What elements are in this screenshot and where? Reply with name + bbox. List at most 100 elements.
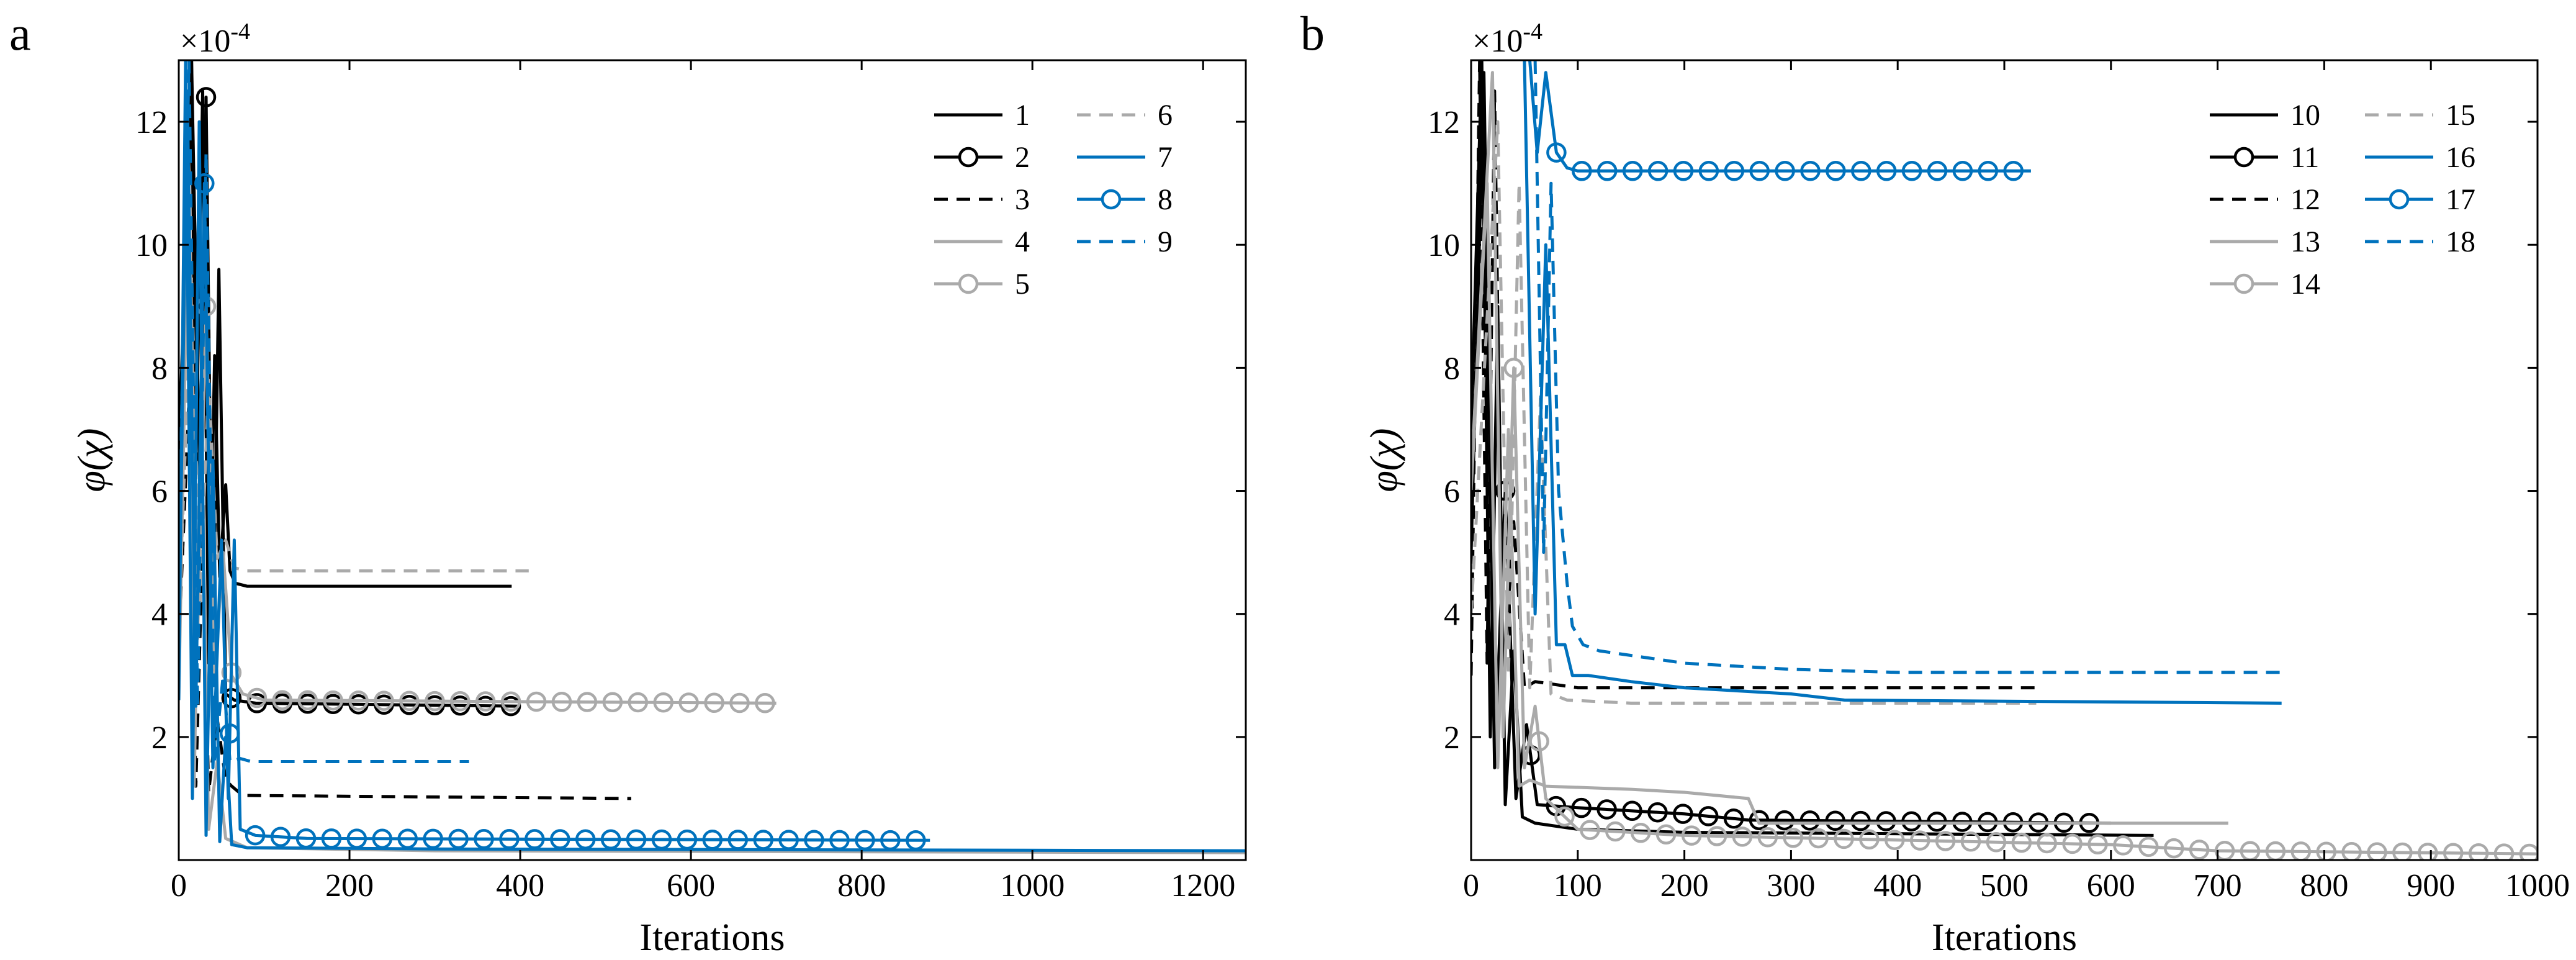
- x-tick-label: 800: [837, 868, 886, 903]
- series-14-marker: [2392, 842, 2413, 860]
- series-8-marker: [423, 828, 443, 849]
- plot-area: [1471, 60, 2538, 860]
- x-tick-label: 700: [2194, 868, 2242, 903]
- series-14-marker: [2265, 841, 2286, 860]
- series-5-marker: [323, 690, 343, 711]
- series-8-marker: [550, 829, 570, 849]
- series-11-marker: [1673, 804, 1693, 824]
- series-17-marker: [1622, 161, 1643, 181]
- series-11-marker: [1901, 811, 1922, 832]
- x-axis-label: Iterations: [639, 917, 785, 959]
- series-11-marker: [1596, 799, 1617, 820]
- axes-box: [178, 59, 1247, 861]
- series-11-marker: [1749, 810, 1770, 830]
- series-8-marker: [880, 830, 901, 851]
- chart-panel-b: 0 100 200 300 400 500 600 700 800 900 1000 2 4 6 8 10 12…: [1300, 6, 2570, 959]
- series-5-marker: [704, 692, 724, 713]
- series-8-marker: [575, 829, 596, 849]
- y-tick-label: 10: [1428, 228, 1460, 263]
- series-8-marker: [677, 829, 698, 850]
- series-14-marker: [2087, 834, 2108, 855]
- y-tick-label: 6: [1444, 474, 1460, 510]
- y-axis-label: φ(χ): [71, 428, 113, 492]
- series-14-marker: [1630, 823, 1651, 843]
- series-17-marker: [1800, 161, 1821, 181]
- series-8-marker: [321, 828, 342, 849]
- series-18-line: [1533, 60, 2282, 674]
- series-5-marker: [399, 691, 420, 712]
- legend-label-7: 7: [1158, 141, 1173, 174]
- series-2-marker: [246, 693, 268, 713]
- legend-label-2: 2: [1015, 141, 1030, 174]
- y-exponent-base: ×10: [180, 24, 230, 59]
- series-5-marker: [678, 692, 699, 713]
- series-14-marker: [1885, 830, 1905, 850]
- x-tick-label: 200: [325, 868, 374, 903]
- legend-marker-8: [1101, 189, 1122, 210]
- series-15-line: [1471, 120, 2037, 705]
- series-14-marker: [1681, 825, 1702, 846]
- x-tick-label: 200: [1660, 868, 1709, 903]
- series-5-marker: [425, 691, 445, 712]
- legend-label-18: 18: [2446, 225, 2475, 258]
- series-11-marker: [1825, 810, 1845, 831]
- series-14-marker: [2163, 838, 2184, 859]
- series-13-line: [1471, 181, 2228, 825]
- series-17-marker: [1572, 161, 1592, 181]
- series-14-marker: [1986, 831, 2007, 853]
- series-8-marker: [270, 826, 291, 848]
- series-17-marker: [1851, 161, 1871, 181]
- series-11-marker: [1774, 810, 1795, 831]
- series-14-marker: [1783, 827, 1803, 848]
- legend-label-1: 1: [1015, 99, 1030, 132]
- panel-label: a: [9, 6, 31, 60]
- series-8-marker: [372, 828, 393, 849]
- series-5-marker: [297, 690, 318, 711]
- series-17-line: [1528, 60, 2031, 173]
- series-14-marker: [1706, 826, 1727, 846]
- series-14-marker: [2519, 843, 2538, 860]
- series-17-marker: [1698, 161, 1719, 181]
- series-2-line: [179, 60, 521, 708]
- series-14-marker: [1960, 831, 1981, 852]
- x-tick-label: 400: [1873, 868, 1922, 903]
- series-11-marker: [1698, 806, 1719, 826]
- series-17-marker: [1775, 161, 1795, 181]
- plot-area: [179, 60, 1246, 854]
- legend-label-11: 11: [2290, 141, 2319, 174]
- series-17-marker: [1901, 161, 1922, 181]
- series-5-marker: [450, 691, 471, 712]
- series-14-marker: [2341, 841, 2362, 860]
- x-tick-label: 500: [1980, 868, 2029, 903]
- series-14-marker: [1859, 829, 1880, 850]
- series-8-marker: [778, 830, 799, 850]
- series-14-marker: [1580, 820, 1600, 840]
- series-5-marker: [755, 692, 775, 713]
- x-tick-label: 1000: [2505, 868, 2570, 903]
- x-tick-label: 600: [2087, 868, 2135, 903]
- y-tick-label: 8: [151, 351, 168, 386]
- series-8-marker: [906, 830, 926, 851]
- y-axis-label: φ(χ): [1363, 428, 1405, 492]
- series-11-marker: [1571, 797, 1592, 818]
- series-8-marker: [626, 829, 647, 850]
- series-17-marker: [1826, 161, 1846, 181]
- series-14-marker: [1605, 821, 1626, 842]
- series-5-marker: [246, 687, 268, 709]
- series-17-marker: [1596, 161, 1618, 181]
- series-14-marker: [2367, 842, 2387, 860]
- series-17-marker: [1952, 161, 1973, 181]
- series-8-marker: [753, 830, 773, 850]
- series-17-marker: [1749, 161, 1770, 181]
- legend-marker-5: [958, 273, 979, 294]
- series-11-marker: [1647, 802, 1668, 823]
- series-11-marker: [1850, 810, 1871, 831]
- series-14-marker: [1529, 731, 1549, 752]
- legend-label-9: 9: [1158, 225, 1173, 258]
- series-8-marker: [651, 829, 672, 850]
- series-14-marker: [1834, 828, 1854, 849]
- legend-label-3: 3: [1015, 183, 1030, 216]
- series-3-line: [179, 397, 631, 800]
- x-axis-label: Iterations: [1932, 917, 2077, 959]
- series-8-marker: [804, 830, 824, 850]
